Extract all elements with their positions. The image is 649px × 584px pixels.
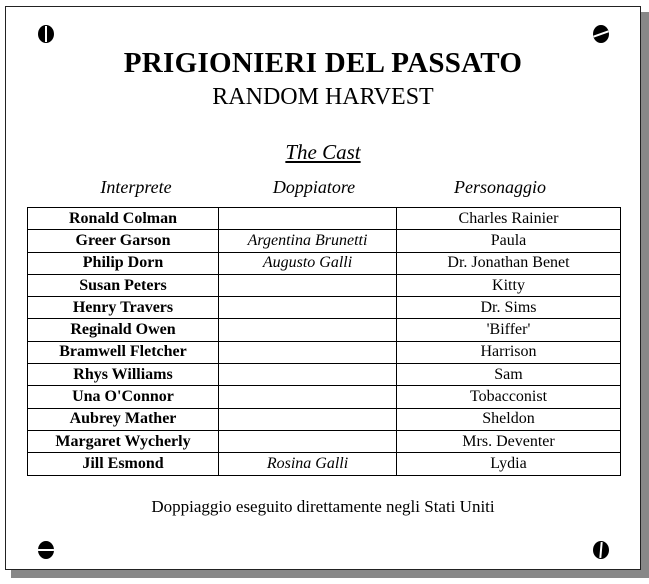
column-header-personaggio: Personaggio xyxy=(454,177,546,197)
character-cell: Charles Rainier xyxy=(396,206,621,231)
dubber-cell xyxy=(218,429,397,454)
actor-cell: Margaret Wycherly xyxy=(27,429,219,454)
dubber-cell xyxy=(218,340,397,365)
dubber-cell xyxy=(218,206,397,231)
section-title: The Cast xyxy=(285,140,361,164)
character-cell: Paula xyxy=(396,229,621,253)
table-row: Henry Travers Dr. Sims xyxy=(27,296,621,320)
character-cell: Kitty xyxy=(396,273,621,298)
screw-icon xyxy=(38,541,54,559)
dubber-cell xyxy=(218,363,397,387)
actor-cell: Bramwell Fletcher xyxy=(27,340,219,365)
character-cell: Harrison xyxy=(396,340,621,365)
table-row: Margaret Wycherly Mrs. Deventer xyxy=(27,429,621,454)
title: PRIGIONIERI DEL PASSATO xyxy=(123,47,523,79)
character-cell: Sam xyxy=(396,363,621,387)
table-row: Ronald Colman Charles Rainier xyxy=(27,206,621,231)
actor-cell: Susan Peters xyxy=(27,273,219,298)
actor-cell: Henry Travers xyxy=(27,296,219,320)
dubber-cell: Argentina Brunetti xyxy=(218,229,397,253)
actor-cell: Rhys Williams xyxy=(27,363,219,387)
character-cell: Tobacconist xyxy=(396,385,621,409)
dubber-cell xyxy=(218,296,397,320)
table-row: Bramwell Fletcher Harrison xyxy=(27,340,621,365)
table-row: Jill Esmond Rosina Galli Lydia xyxy=(27,452,621,476)
table-row: Greer Garson Argentina Brunetti Paula xyxy=(27,229,621,253)
dubber-cell xyxy=(218,385,397,409)
character-cell: 'Biffer' xyxy=(396,318,621,342)
dubber-cell xyxy=(218,407,397,431)
actor-cell: Reginald Owen xyxy=(27,318,219,342)
actor-cell: Philip Dorn xyxy=(27,251,219,275)
dubber-cell xyxy=(218,273,397,298)
screw-icon xyxy=(593,541,609,559)
column-header-doppiatore: Doppiatore xyxy=(272,177,356,197)
cast-table: Ronald Colman Charles Rainier Greer Garson… xyxy=(27,206,621,476)
screw-icon xyxy=(38,25,54,43)
actor-cell: Aubrey Mather xyxy=(27,407,219,431)
table-row: Aubrey Mather Sheldon xyxy=(27,407,621,431)
actor-cell: Jill Esmond xyxy=(27,452,219,476)
subtitle: RANDOM HARVEST xyxy=(212,84,434,110)
table-row: Rhys Williams Sam xyxy=(27,363,621,387)
footer-note: Doppiaggio eseguito direttamente negli S… xyxy=(151,497,495,516)
screw-icon xyxy=(593,25,609,43)
actor-cell: Greer Garson xyxy=(27,229,219,253)
dubber-cell xyxy=(218,318,397,342)
character-cell: Dr. Sims xyxy=(396,296,621,320)
table-row: Philip Dorn Augusto Galli Dr. Jonathan Ben… xyxy=(27,251,621,275)
character-cell: Sheldon xyxy=(396,407,621,431)
table-row: Susan Peters Kitty xyxy=(27,273,621,298)
actor-cell: Ronald Colman xyxy=(27,206,219,231)
column-header-interprete: Interprete xyxy=(100,177,172,197)
dubber-cell: Augusto Galli xyxy=(218,251,397,275)
character-cell: Lydia xyxy=(396,452,621,476)
character-cell: Mrs. Deventer xyxy=(396,429,621,454)
table-row: Reginald Owen 'Biffer' xyxy=(27,318,621,342)
dubber-cell: Rosina Galli xyxy=(218,452,397,476)
table-row: Una O'Connor Tobacconist xyxy=(27,385,621,409)
character-cell: Dr. Jonathan Benet xyxy=(396,251,621,275)
actor-cell: Una O'Connor xyxy=(27,385,219,409)
plaque: PRIGIONIERI DEL PASSATO RANDOM HARVEST T… xyxy=(5,6,641,570)
